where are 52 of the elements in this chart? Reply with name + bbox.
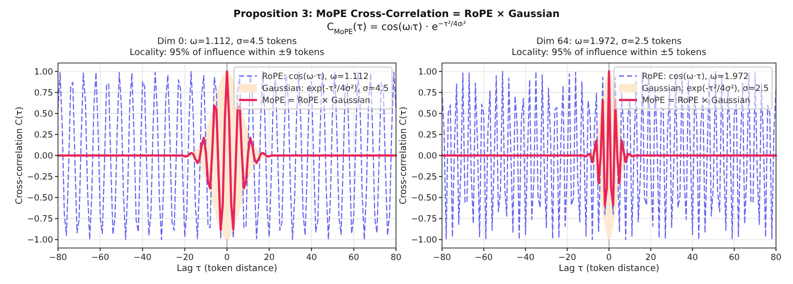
x-tick-label: −20 <box>558 253 576 263</box>
y-tick-label: 1.00 <box>418 67 437 78</box>
legend-label: Gaussian: exp(-τ²/4σ²), σ=2.5 <box>642 84 769 94</box>
chart-title: Dim 0: ω=1.112, σ=4.5 tokens <box>157 37 298 47</box>
x-tick-label: −40 <box>516 253 534 263</box>
y-tick-label: −0.75 <box>410 214 437 225</box>
legend-label: RoPE: cos(ω·τ), ω=1.972 <box>642 72 749 82</box>
text: C$_{MoPE}$(τ) = cos(ωᵢτ) · e$^{−τ²/4σᵢ²}$ <box>326 20 466 36</box>
x-tick-label: −40 <box>134 253 152 263</box>
x-tick-label: 0 <box>606 253 612 263</box>
text: Proposition 3: MoPE Cross-Correlation = RoPE × Gaussian <box>233 9 560 20</box>
y-tick-label: 1.00 <box>34 67 53 78</box>
y-tick-label: 0.25 <box>34 130 53 140</box>
y-tick-label: −0.75 <box>26 214 53 225</box>
y-tick-label: −0.50 <box>26 194 53 204</box>
y-tick-label: 0.75 <box>34 88 53 98</box>
y-tick-label: 0.00 <box>418 152 437 162</box>
legend-label: RoPE: cos(ω·τ), ω=1.112 <box>262 72 369 82</box>
y-axis-title: Cross-correlation C(τ) <box>15 106 25 204</box>
y-tick-label: −1.00 <box>26 236 53 246</box>
legend-label: MoPE = RoPE × Gaussian <box>262 96 370 106</box>
chart-title: Dim 64: ω=1.972, σ=2.5 tokens <box>536 37 682 47</box>
x-tick-label: 40 <box>306 253 317 263</box>
x-axis-title: Lag τ (token distance) <box>176 264 278 274</box>
x-tick-label: 40 <box>687 253 698 263</box>
x-tick-label: 60 <box>728 253 740 263</box>
y-tick-label: 0.50 <box>418 109 437 120</box>
x-tick-label: 20 <box>645 253 656 263</box>
y-tick-label: −0.50 <box>410 194 437 204</box>
chart-subtitle: Locality: 95% of influence within ±5 tokens <box>512 48 707 58</box>
x-tick-label: −60 <box>91 253 110 263</box>
x-tick-label: 80 <box>390 253 402 263</box>
legend-label: Gaussian: exp(-τ²/4σ²), σ=4.5 <box>262 84 389 94</box>
y-axis-title: Cross-correlation C(τ) <box>399 106 409 204</box>
x-tick-label: 0 <box>224 253 230 263</box>
y-tick-label: 0.75 <box>418 88 437 98</box>
y-tick-label: −1.00 <box>410 236 437 246</box>
x-tick-label: −60 <box>474 253 493 263</box>
x-tick-label: 80 <box>770 253 782 263</box>
y-tick-label: 0.00 <box>34 152 53 162</box>
y-tick-label: 0.25 <box>418 130 437 140</box>
x-tick-label: −20 <box>176 253 194 263</box>
legend-label: MoPE = RoPE × Gaussian <box>642 96 750 106</box>
x-tick-label: −80 <box>433 253 451 263</box>
x-tick-label: −80 <box>49 253 67 263</box>
y-tick-label: −0.25 <box>410 172 437 183</box>
chart-subtitle: Locality: 95% of influence within ±9 tokens <box>130 48 325 58</box>
x-tick-label: 60 <box>348 253 360 263</box>
x-axis-title: Lag τ (token distance) <box>558 264 660 274</box>
y-tick-label: −0.25 <box>26 172 53 183</box>
x-tick-label: 20 <box>264 253 275 263</box>
y-tick-label: 0.50 <box>34 109 53 120</box>
